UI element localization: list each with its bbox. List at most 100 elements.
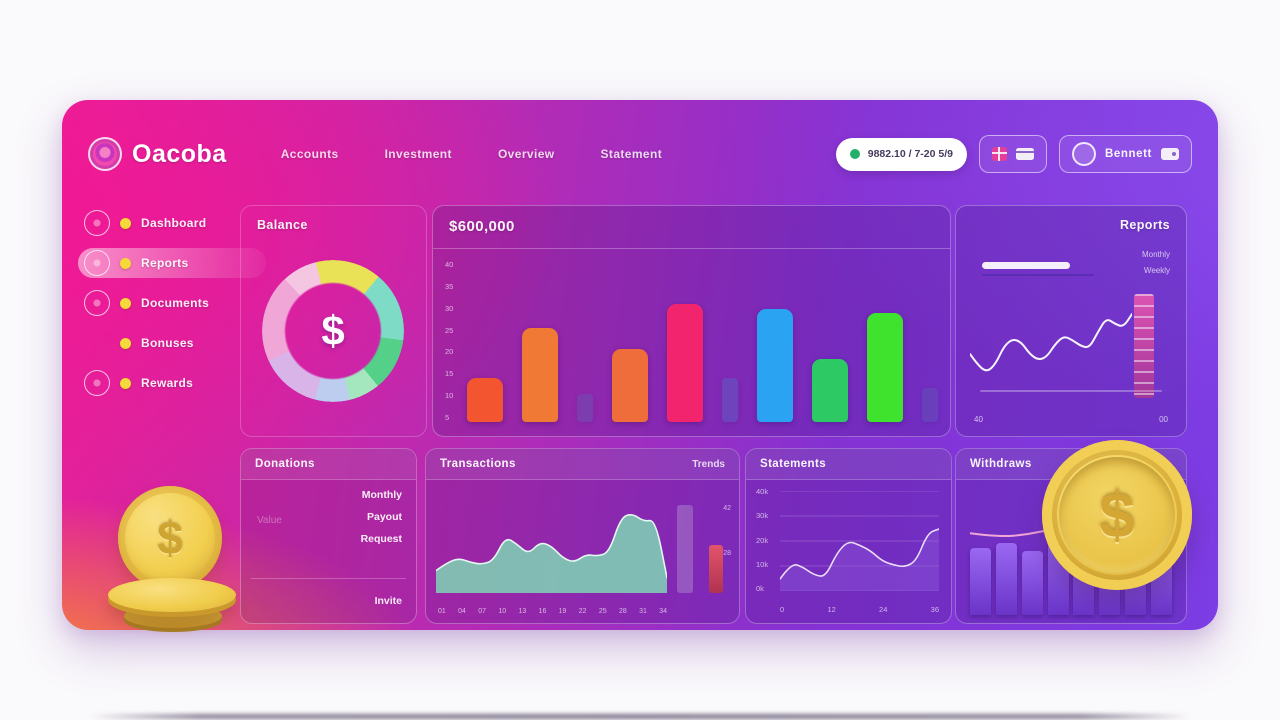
y-tick-label: 30 — [445, 303, 454, 313]
transactions-card: Transactions Trends 42 28 01 04 07 10 13 16 19 2… — [425, 448, 740, 624]
bar-4 — [667, 303, 703, 422]
card-icon — [1015, 148, 1034, 160]
balance-text: 9882.10 / 7-20 5/9 — [867, 148, 953, 160]
earnings-y-axis: 40 35 30 25 20 15 10 5 — [445, 260, 453, 422]
balance-title: Balance — [257, 218, 308, 232]
x-tick-label: 36 — [930, 605, 939, 614]
side-bar-label: 28 — [723, 550, 731, 557]
withdraw-bar-0 — [970, 547, 991, 615]
sidebar-item-label: Bonuses — [141, 336, 194, 350]
transactions-header: Transactions Trends — [426, 449, 739, 480]
ghost-bar — [677, 505, 693, 593]
logo-text: Oacoba — [132, 139, 227, 168]
sidebar-badge-icon — [84, 290, 110, 316]
nav-item-statement[interactable]: Statement — [600, 147, 663, 161]
bar-2 — [577, 394, 593, 422]
currency-symbol: $ — [321, 307, 345, 354]
sidebar-item-reports[interactable]: Reports — [78, 248, 266, 278]
account-label: Bennett — [1104, 148, 1152, 160]
bar-0 — [467, 378, 503, 422]
sidebar-item-documents[interactable]: Documents — [78, 288, 266, 318]
wallet-icon — [1161, 148, 1179, 160]
balance-pill[interactable]: 9882.10 / 7-20 5/9 — [835, 137, 967, 171]
nav-item-investment[interactable]: Investment — [384, 147, 452, 161]
withdraw-bar-2 — [1021, 551, 1043, 615]
sidebar-item-rewards[interactable]: Rewards — [78, 368, 266, 398]
topbar-nav: Accounts Investment Overview Statement — [281, 147, 662, 161]
transactions-side-labels: 42 28 — [723, 505, 731, 557]
nav-item-accounts[interactable]: Accounts — [280, 147, 339, 161]
x-tick-label: 19 — [558, 608, 567, 615]
nav-item-overview[interactable]: Overview — [497, 147, 555, 161]
x-tick-label: 07 — [478, 608, 487, 615]
sidebar-item-label: Rewards — [141, 376, 194, 390]
balance-donut-chart — [262, 260, 404, 402]
donation-row[interactable]: Request — [360, 533, 402, 545]
reports-legend: Monthly Weekly — [1142, 250, 1170, 275]
topbar: Oacoba Accounts Investment Overview Stateme… — [62, 126, 1218, 182]
y-tick-label: 10 — [445, 391, 454, 401]
transactions-title: Transactions — [440, 458, 516, 470]
earnings-card: $600,000 40 35 30 25 20 15 10 5 — [432, 205, 951, 437]
donations-footer-link[interactable]: Invite — [374, 595, 402, 607]
statements-card: Statements 40k 30k 20k 10k 0k 0 12 24 36 — [745, 448, 952, 624]
x-tick-label: 16 — [538, 608, 547, 615]
donation-row[interactable]: Monthly — [361, 489, 402, 501]
sidebar-badge-icon — [84, 210, 110, 236]
y-tick-label: 40 — [445, 260, 454, 269]
alert-bar — [709, 545, 723, 593]
topbar-actions: 9882.10 / 7-20 5/9 Bennett — [835, 135, 1192, 173]
divider — [433, 248, 950, 249]
x-tick-label: 28 — [618, 608, 627, 615]
avatar-icon — [1071, 142, 1096, 166]
x-tick-label: 12 — [827, 605, 836, 614]
gift-icon — [991, 147, 1007, 161]
x-tick-label: 04 — [458, 608, 466, 615]
logo[interactable]: Oacoba — [88, 137, 227, 171]
sidebar-item-label: Reports — [141, 256, 189, 270]
donations-header: Donations — [241, 449, 416, 480]
sidebar-badge-icon — [84, 250, 110, 276]
legend-label: Weekly — [1143, 266, 1170, 275]
x-axis-end-label: 00 — [1159, 415, 1168, 424]
sidebar-badge-icon — [84, 370, 110, 396]
y-tick-label: 20k — [756, 535, 769, 545]
floor-shadow — [90, 714, 1190, 719]
withdraw-bar-1 — [995, 543, 1017, 615]
bullet-dot-icon — [120, 377, 131, 389]
trends-link[interactable]: Trends — [692, 458, 725, 470]
bullet-dot-icon — [120, 337, 131, 349]
coin-stack-illustration: $ — [108, 486, 240, 632]
large-dollar-coin-icon: $ — [1042, 440, 1192, 590]
x-tick-label: 0 — [780, 605, 785, 614]
x-axis-start-label: 40 — [974, 415, 983, 424]
transactions-x-axis: 01 04 07 10 13 16 19 22 25 28 31 34 — [438, 608, 667, 615]
reports-sparkline — [970, 284, 1132, 384]
donation-row[interactable]: Payout — [366, 511, 402, 523]
bar-5 — [722, 378, 738, 422]
dashboard-panel: Oacoba Accounts Investment Overview Stateme… — [62, 100, 1218, 630]
transactions-area-chart — [436, 491, 667, 593]
sidebar: Dashboard Reports Documents Bonuses Rewards — [78, 208, 266, 398]
quick-actions-button[interactable] — [978, 135, 1047, 173]
muted-label: Value — [257, 515, 282, 526]
scrubber-handle[interactable] — [982, 262, 1070, 269]
y-tick-label: 0k — [756, 584, 764, 593]
status-dot-icon — [849, 149, 860, 159]
sidebar-item-label: Documents — [141, 296, 210, 310]
sidebar-item-bonuses[interactable]: Bonuses — [78, 328, 266, 358]
divider — [980, 390, 1162, 392]
y-tick-label: 10k — [756, 559, 769, 569]
earnings-bar-chart — [467, 260, 938, 422]
statements-header: Statements — [746, 449, 951, 480]
x-tick-label: 24 — [879, 605, 888, 614]
highlight-strip — [1134, 294, 1154, 398]
statements-x-axis: 0 12 24 36 — [780, 605, 939, 614]
x-tick-label: 31 — [639, 608, 647, 615]
bullet-dot-icon — [120, 297, 131, 309]
donations-card: Donations Value Monthly Payout Request Inv… — [240, 448, 417, 624]
account-button[interactable]: Bennett — [1058, 135, 1192, 173]
sidebar-item-dashboard[interactable]: Dashboard — [78, 208, 266, 238]
statements-y-axis: 40k 30k 20k 10k 0k — [756, 487, 768, 593]
